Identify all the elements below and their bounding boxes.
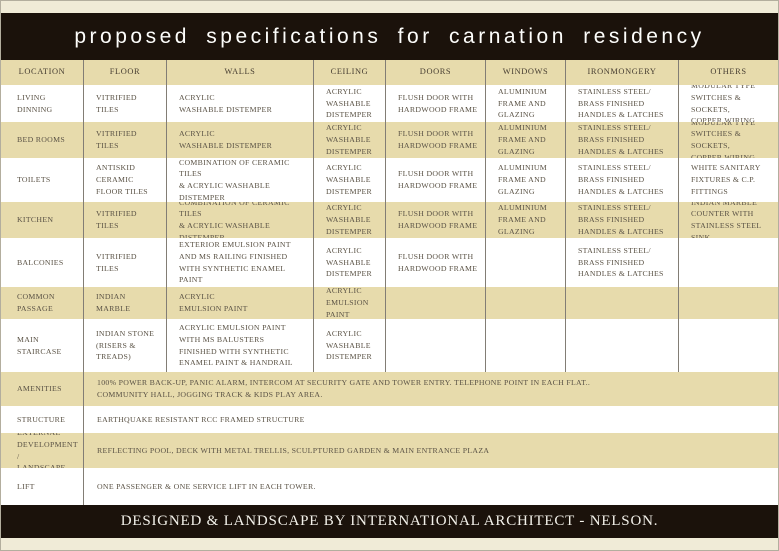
cell-ironmongery: STAINLESS STEEL/ BRASS FINISHED HANDLES … [566, 238, 679, 287]
cell-ironmongery: STAINLESS STEEL/ BRASS FINISHED HANDLES … [566, 85, 679, 122]
cell-ceiling: ACRYLIC WASHABLE DISTEMPER [314, 319, 386, 372]
cell-windows: ALUMINIUM FRAME AND GLAZING [486, 158, 566, 202]
column-header-ceiling: CEILING [314, 60, 386, 85]
column-header-walls: WALLS [167, 60, 314, 85]
cell-floor: VITRIFIED TILES [84, 85, 167, 122]
cell-walls: ACRYLIC WASHABLE DISTEMPER [167, 85, 314, 122]
cell-location: COMMON PASSAGE [1, 287, 84, 319]
row-toilets: TOILETS ANTISKID CERAMIC FLOOR TILES COM… [1, 158, 778, 202]
cell-location: EXTERNAL DEVELOPMENT / LANDSCAPE [1, 433, 84, 468]
cell-description: REFLECTING POOL, DECK WITH METAL TRELLIS… [97, 445, 490, 455]
column-header-doors: DOORS [386, 60, 486, 85]
cell-walls: COMBINATION OF CERAMIC TILES & ACRYLIC W… [167, 202, 314, 238]
cell-windows [486, 319, 566, 372]
cell-others [679, 238, 778, 287]
cell-floor: INDIAN STONE (RISERS & TREADS) [84, 319, 167, 372]
cell-floor: VITRIFIED TILES [84, 122, 167, 158]
cell-windows: ALUMINIUM FRAME AND GLAZING [486, 122, 566, 158]
cell-location: STRUCTURE [1, 406, 84, 433]
cell-location: AMENITIES [1, 372, 84, 406]
cell-description: EARTHQUAKE RESISTANT RCC FRAMED STRUCTUR… [97, 414, 305, 424]
cell-location: KITCHEN [1, 202, 84, 238]
cell-floor: INDIAN MARBLE [84, 287, 167, 319]
cell-windows [486, 287, 566, 319]
cell-windows: ALUMINIUM FRAME AND GLAZING [486, 202, 566, 238]
cell-location: LIFT [1, 468, 84, 505]
cell-ceiling: ACRYLIC WASHABLE DISTEMPER [314, 238, 386, 287]
row-external-development-landscape: EXTERNAL DEVELOPMENT / LANDSCAPE REFLECT… [1, 433, 778, 468]
cell-doors: FLUSH DOOR WITH HARDWOOD FRAME [386, 202, 486, 238]
row-balconies: BALCONIES VITRIFIED TILES EXTERIOR EMULS… [1, 238, 778, 287]
row-kitchen: KITCHEN VITRIFIED TILES COMBINATION OF C… [1, 202, 778, 238]
column-header-others: OTHERS [710, 67, 747, 77]
cell-location: BED ROOMS [1, 122, 84, 158]
cell-others [679, 319, 778, 372]
cell-ironmongery [566, 287, 679, 319]
cell-others: MODULAR TYPE SWITCHES & SOCKETS, COPPER … [691, 85, 756, 122]
cell-others: WHITE SANITARY FIXTURES & C.P. FITTINGS [691, 163, 761, 196]
cell-location: MAIN STAIRCASE [1, 319, 84, 372]
row-bed-rooms: BED ROOMS VITRIFIED TILES ACRYLIC WASHAB… [1, 122, 778, 158]
cell-ceiling: ACRYLIC EMULSION PAINT [314, 287, 386, 319]
column-header-row: LOCATION FLOOR WALLS CEILING DOORS WINDO… [1, 60, 778, 85]
cell-description: 100% POWER BACK-UP, PANIC ALARM, INTERCO… [97, 378, 591, 399]
cell-ironmongery: STAINLESS STEEL/ BRASS FINISHED HANDLES … [566, 122, 679, 158]
cell-floor: VITRIFIED TILES [84, 202, 167, 238]
footer-band: DESIGNED & LANDSCAPE BY INTERNATIONAL AR… [1, 505, 778, 538]
cell-description: ONE PASSENGER & ONE SERVICE LIFT IN EACH… [97, 481, 316, 491]
cell-ceiling: ACRYLIC WASHABLE DISTEMPER [314, 202, 386, 238]
cell-others: INDIAN MARBLE COUNTER WITH STAINLESS STE… [691, 202, 762, 238]
cell-walls: ACRYLIC EMULSION PAINT [167, 287, 314, 319]
cell-ceiling: ACRYLIC WASHABLE DISTEMPER [314, 158, 386, 202]
page-title: proposed specifications for carnation re… [74, 24, 705, 48]
cell-ironmongery [566, 319, 679, 372]
cell-location: TOILETS [1, 158, 84, 202]
cell-others: MODULAR TYPE SWITCHES & SOCKETS, COPPER … [691, 122, 756, 158]
column-header-location: LOCATION [1, 60, 84, 85]
cell-doors: FLUSH DOOR WITH HARDWOOD FRAME [386, 85, 486, 122]
cell-ceiling: ACRYLIC WASHABLE DISTEMPER [314, 122, 386, 158]
cell-location: BALCONIES [1, 238, 84, 287]
cell-doors: FLUSH DOOR WITH HARDWOOD FRAME [386, 122, 486, 158]
footer-credit: DESIGNED & LANDSCAPE BY INTERNATIONAL AR… [120, 513, 659, 529]
cell-walls: EXTERIOR EMULSION PAINT AND MS RAILING F… [167, 238, 314, 287]
cell-ironmongery: STAINLESS STEEL/ BRASS FINISHED HANDLES … [566, 202, 679, 238]
cell-walls: ACRYLIC WASHABLE DISTEMPER [167, 122, 314, 158]
cell-ironmongery: STAINLESS STEEL/ BRASS FINISHED HANDLES … [566, 158, 679, 202]
cell-location: LIVING DINNING [1, 85, 84, 122]
cell-doors [386, 287, 486, 319]
cell-floor: VITRIFIED TILES [84, 238, 167, 287]
row-lift: LIFT ONE PASSENGER & ONE SERVICE LIFT IN… [1, 468, 778, 505]
cell-windows: ALUMINIUM FRAME AND GLAZING [486, 85, 566, 122]
column-header-floor: FLOOR [84, 60, 167, 85]
row-living-dinning: LIVING DINNING VITRIFIED TILES ACRYLIC W… [1, 85, 778, 122]
cell-ceiling: ACRYLIC WASHABLE DISTEMPER [314, 85, 386, 122]
column-header-windows: WINDOWS [486, 60, 566, 85]
cell-windows [486, 238, 566, 287]
cell-walls: COMBINATION OF CERAMIC TILES & ACRYLIC W… [167, 158, 314, 202]
cell-others [679, 287, 778, 319]
row-amenities: AMENITIES 100% POWER BACK-UP, PANIC ALAR… [1, 372, 778, 406]
title-band: proposed specifications for carnation re… [1, 13, 778, 60]
cell-walls: ACRYLIC EMULSION PAINT WITH MS BALUSTERS… [167, 319, 314, 372]
cell-floor: ANTISKID CERAMIC FLOOR TILES [84, 158, 167, 202]
row-main-staircase: MAIN STAIRCASE INDIAN STONE (RISERS & TR… [1, 319, 778, 372]
cell-doors [386, 319, 486, 372]
row-common-passage: COMMON PASSAGE INDIAN MARBLE ACRYLIC EMU… [1, 287, 778, 319]
row-structure: STRUCTURE EARTHQUAKE RESISTANT RCC FRAME… [1, 406, 778, 433]
column-header-ironmongery: IRONMONGERY [566, 60, 679, 85]
cell-doors: FLUSH DOOR WITH HARDWOOD FRAME [386, 238, 486, 287]
cell-doors: FLUSH DOOR WITH HARDWOOD FRAME [386, 158, 486, 202]
